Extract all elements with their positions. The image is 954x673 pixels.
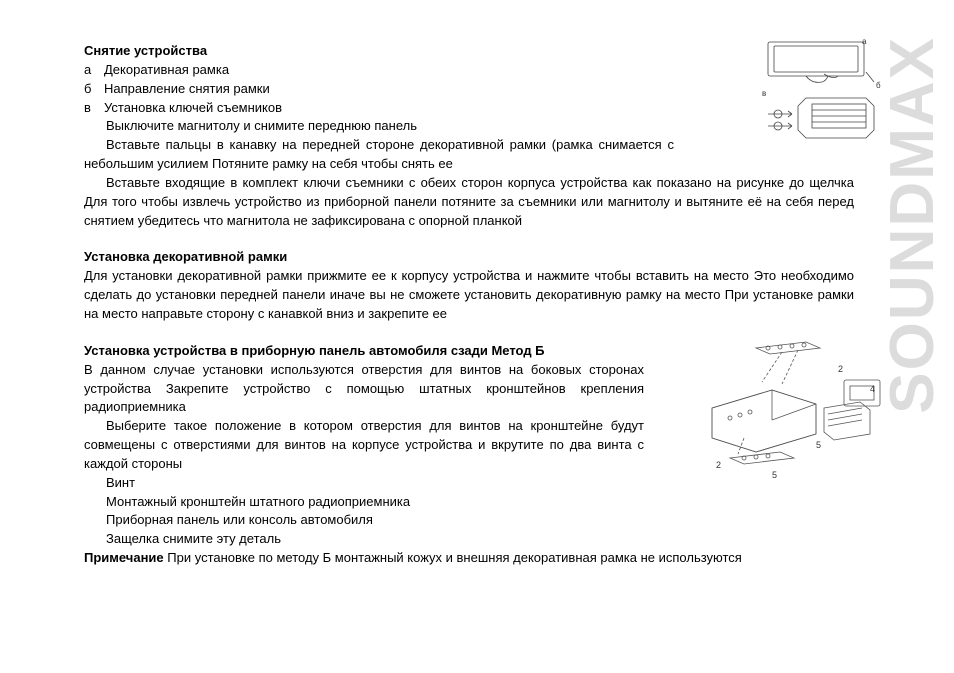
fig-label: 2 (838, 364, 843, 374)
content-column: а б в (84, 42, 854, 568)
svg-text:а: а (862, 37, 867, 46)
svg-text:в: в (762, 89, 766, 98)
list-label: Направление снятия рамки (104, 80, 854, 99)
list-item: б Направление снятия рамки (84, 80, 854, 99)
list-item: Защелка снимите эту деталь (84, 530, 854, 549)
section-trim: Установка декоративной рамки Для установ… (84, 248, 854, 323)
paragraph: Вставьте входящие в комплект ключи съемн… (84, 174, 854, 231)
figure-removal: а б в (756, 36, 886, 152)
note-line: Примечание При установке по методу Б мон… (84, 549, 854, 568)
paragraph: Для установки декоративной рамки прижмит… (84, 267, 854, 324)
list-item: а Декоративная рамка (84, 61, 854, 80)
paragraph: Вставьте пальцы в канавку на передней ст… (84, 136, 674, 174)
list-item: в Установка ключей съемников (84, 99, 854, 118)
note-label: Примечание (84, 550, 164, 565)
note-text: При установке по методу Б монтажный кожу… (164, 550, 742, 565)
fig-label: 5 (772, 470, 777, 480)
fig-label: 2 (716, 460, 721, 470)
list-key: в (84, 99, 104, 118)
list-label: Декоративная рамка (104, 61, 854, 80)
brand-watermark: SOUNDMAX (877, 36, 948, 414)
svg-text:б: б (876, 81, 881, 90)
fig-label: 4 (870, 384, 875, 394)
paragraph: Выключите магнитолу и снимите переднюю п… (84, 117, 674, 136)
paragraph: Выберите такое положение в котором отвер… (84, 417, 644, 474)
fig-label: 5 (816, 440, 821, 450)
figure-method-b: 2 4 2 5 5 (686, 338, 886, 504)
list-key: б (84, 80, 104, 99)
list-item: Приборная панель или консоль автомобиля (84, 511, 854, 530)
section-removal: а б в (84, 42, 854, 230)
page: SOUNDMAX а б в (0, 0, 954, 673)
list-key: а (84, 61, 104, 80)
heading-trim: Установка декоративной рамки (84, 248, 854, 267)
section-method-b: 2 4 2 5 5 Установка устройства в приборн… (84, 342, 854, 549)
paragraph: В данном случае установки используются о… (84, 361, 644, 418)
list-label: Установка ключей съемников (104, 99, 854, 118)
heading-removal: Снятие устройства (84, 42, 854, 61)
